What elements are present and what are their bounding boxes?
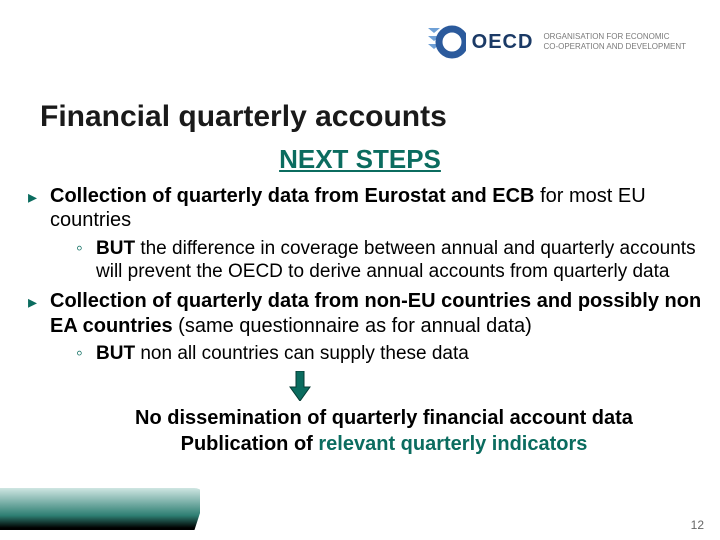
bullet-1-sub-text: BUT the difference in coverage between a… — [96, 237, 710, 283]
conclusion-line-2: Publication of relevant quarterly indica… — [58, 431, 710, 457]
bullet-1-text: Collection of quarterly data from Eurost… — [50, 184, 710, 233]
oecd-logo-graphic — [426, 22, 466, 62]
bullet-1-sub: ◦ BUT the difference in coverage between… — [76, 237, 710, 283]
bullet-2-text: Collection of quarterly data from non-EU… — [50, 289, 710, 338]
bullet-marker-icon: ▸ — [28, 184, 50, 233]
slide-subtitle: NEXT STEPS — [0, 144, 720, 175]
bullet-2-sub-text: BUT non all countries can supply these d… — [96, 342, 710, 365]
oecd-logo-text: OECD — [472, 31, 534, 54]
oecd-logo-block: OECD ORGANISATION FOR ECONOMIC CO-OPERAT… — [426, 22, 686, 62]
oecd-tagline: ORGANISATION FOR ECONOMIC CO-OPERATION A… — [543, 32, 686, 51]
slide-body: ▸ Collection of quarterly data from Euro… — [28, 184, 710, 457]
conclusion: No dissemination of quarterly financial … — [58, 405, 710, 457]
subbullet-marker-icon: ◦ — [76, 237, 96, 283]
bullet-2-sub: ◦ BUT non all countries can supply these… — [76, 342, 710, 365]
oecd-logo: OECD — [426, 22, 534, 62]
bullet-marker-icon: ▸ — [28, 289, 50, 338]
bullet-2: ▸ Collection of quarterly data from non-… — [28, 289, 710, 338]
page-number: 12 — [691, 518, 704, 532]
arrow-down-icon — [288, 371, 312, 401]
slide-title: Financial quarterly accounts — [40, 100, 447, 134]
conclusion-line-1: No dissemination of quarterly financial … — [58, 405, 710, 431]
corner-stripe-decoration — [0, 480, 200, 530]
oecd-tagline-l1: ORGANISATION FOR ECONOMIC — [543, 32, 686, 42]
oecd-tagline-l2: CO-OPERATION AND DEVELOPMENT — [543, 42, 686, 52]
bullet-1: ▸ Collection of quarterly data from Euro… — [28, 184, 710, 233]
subbullet-marker-icon: ◦ — [76, 342, 96, 365]
